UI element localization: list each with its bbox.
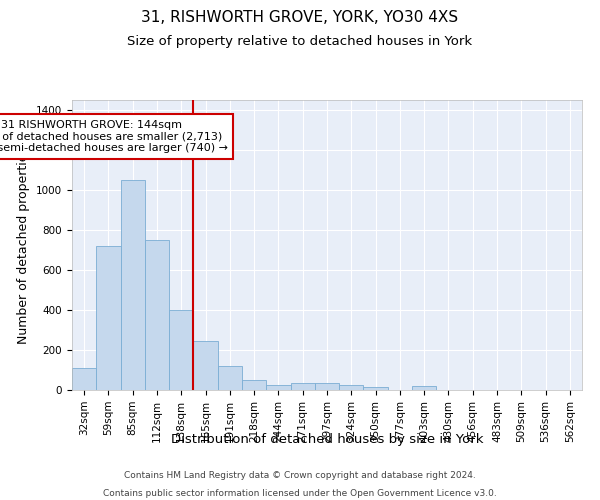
- Y-axis label: Number of detached properties: Number of detached properties: [17, 146, 31, 344]
- Bar: [218, 366, 242, 390]
- Text: Contains HM Land Registry data © Crown copyright and database right 2024.: Contains HM Land Registry data © Crown c…: [124, 471, 476, 480]
- Bar: [145, 240, 169, 390]
- Text: 31, RISHWORTH GROVE, YORK, YO30 4XS: 31, RISHWORTH GROVE, YORK, YO30 4XS: [142, 10, 458, 25]
- Bar: [193, 341, 218, 390]
- Bar: [412, 386, 436, 390]
- Text: Size of property relative to detached houses in York: Size of property relative to detached ho…: [127, 35, 473, 48]
- Text: Contains public sector information licensed under the Open Government Licence v3: Contains public sector information licen…: [103, 488, 497, 498]
- Bar: [364, 388, 388, 390]
- Bar: [339, 386, 364, 390]
- Bar: [96, 246, 121, 390]
- Text: 31 RISHWORTH GROVE: 144sqm
← 78% of detached houses are smaller (2,713)
21% of s: 31 RISHWORTH GROVE: 144sqm ← 78% of deta…: [0, 120, 228, 153]
- Bar: [121, 180, 145, 390]
- Bar: [169, 310, 193, 390]
- Bar: [72, 368, 96, 390]
- Text: Distribution of detached houses by size in York: Distribution of detached houses by size …: [171, 432, 483, 446]
- Bar: [242, 380, 266, 390]
- Bar: [290, 384, 315, 390]
- Bar: [315, 384, 339, 390]
- Bar: [266, 385, 290, 390]
